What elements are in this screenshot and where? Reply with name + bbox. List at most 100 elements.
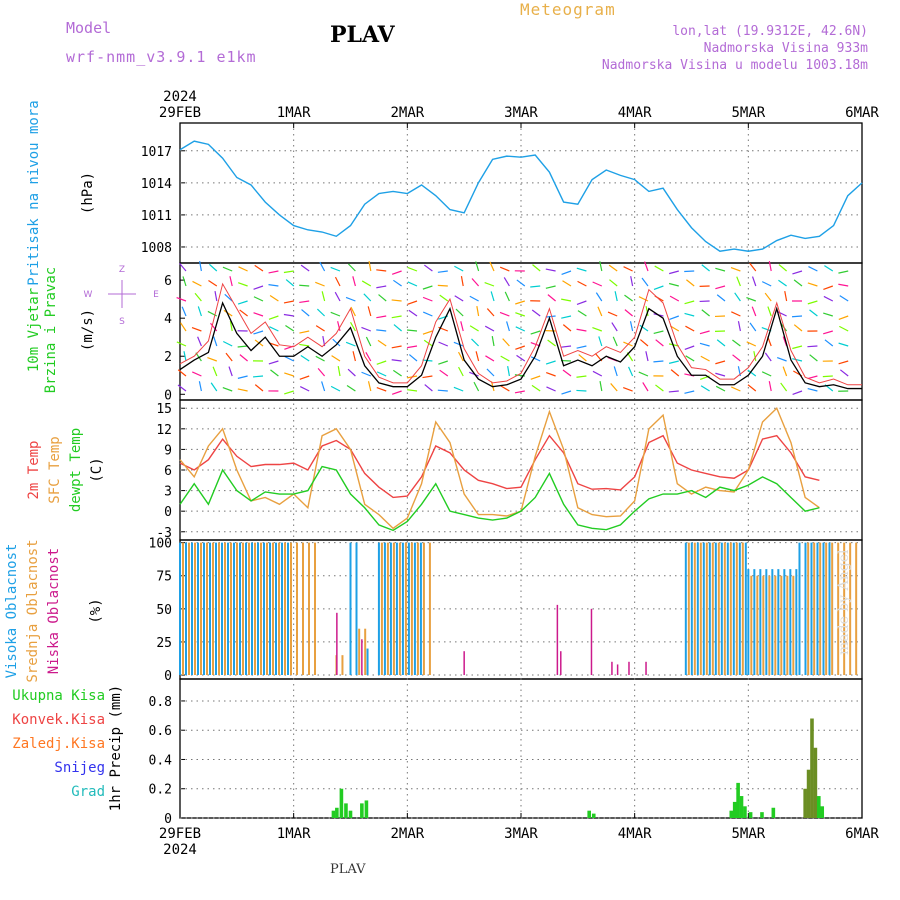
y-tick-label: 0 [164,669,172,684]
wind-arrow [439,369,449,377]
wind-speed-line [179,301,862,390]
wind-arrow [422,330,433,335]
wind-arrow [176,296,187,302]
wind-arrow [576,375,587,378]
wind-arrow [315,325,325,332]
y-tick-label: 0.6 [149,724,172,739]
wind-arrow [751,306,757,317]
wind-arrow [438,360,448,365]
y-tick-label: 1011 [141,209,172,224]
precip-bar [331,810,336,818]
wind-arrow [767,306,772,317]
precip-bar [803,788,807,818]
lonlat-label: lon,lat (19.9312E, 42.6N) [672,24,868,39]
wind-arrow [437,270,448,273]
wind-arrow [778,279,787,287]
wind-arrow [407,389,418,392]
wind-arrow [623,266,633,272]
wind-arrow [332,338,341,347]
wind-arrow [776,357,787,362]
wind-arrow [183,351,187,362]
precip-axis-title: 1hr Precip (mm) [108,685,124,811]
wind-arrow [299,343,310,347]
wind-arrow [268,360,279,365]
wind-max-line [179,282,862,386]
wind-arrow [670,369,680,377]
wind-arrow [229,276,233,287]
x-tick-label-top: 1MAR [277,105,311,121]
wind-arrow [283,313,294,317]
wind-arrow [319,261,326,272]
precip-bar [806,769,811,818]
wind-arrow [545,285,556,289]
wind-arrow [486,368,495,377]
x-tick-label-bottom: 5MAR [731,826,765,842]
wind-arrow [179,262,187,272]
y-tick-label: 0.8 [149,695,172,710]
wind-arrow [407,281,418,287]
wind-arrow [514,390,525,394]
y-tick-label: 50 [156,603,172,618]
wind-arrow [237,375,248,379]
wind-arrow [668,282,679,287]
wind-arrow [746,341,757,347]
wind-arrow [562,324,572,332]
wind-arrow [734,292,741,302]
wind-arrow [780,382,788,392]
wind-arrow [792,270,803,275]
wind-arrow [268,284,279,287]
wind-arrow [210,382,218,392]
wind-arrow [484,325,495,332]
wind-arrow [284,390,294,395]
wind-arrow [376,315,387,319]
precip-bar [335,807,339,818]
wind-arrow [638,371,649,377]
wind-arrow [747,369,757,377]
wind-arrow [736,276,741,287]
wind-arrow [285,325,295,332]
wind-arrow [192,280,202,287]
precip-legend-1: Konvek.Kisa [12,712,105,728]
compass-w: W [84,290,93,300]
y-tick-label: 3 [164,485,172,500]
precip-bar [736,782,740,818]
precip-bar [748,812,753,818]
wind-arrow [730,267,741,272]
wind-arrow [469,295,479,302]
wind-arrow [376,371,387,377]
wind-arrow [597,306,603,317]
panel-frame-pressure [179,122,863,264]
wind-arrow [823,330,833,335]
x-tick-label-bottom: 6MAR [845,826,879,842]
wind-arrow [392,369,402,377]
wind-arrow [199,261,202,272]
x-tick-label-top: 2MAR [390,105,424,121]
wind-arrow [653,285,664,290]
wind-arrow [576,389,587,392]
wind-arrow [180,322,187,332]
wind-arrow [300,264,310,272]
wind-arrow [822,375,833,378]
pressure-unit: (hPa) [80,172,96,214]
wind-arrow [225,352,233,362]
wind-arrow [502,338,510,347]
precip-bar [344,803,348,818]
wind-arrow [438,341,449,347]
cloud-axis-title-high: Visoka Oblacnost [4,544,20,679]
wind-arrow [253,285,264,290]
wind-arrow [182,276,187,287]
wind-axis-title-2: Brzina i Pravac [43,267,59,393]
wind-arrow [337,321,341,332]
wind-arrow [792,358,803,362]
wind-arrow [793,324,803,332]
wind-arrow [345,296,356,302]
x-tick-label-top: 6MAR [845,105,879,121]
wind-arrow [807,282,818,287]
wind-arrow [393,279,402,287]
wind-arrow [316,308,326,317]
wind-arrow [530,375,541,380]
wind-arrow [181,306,187,317]
wind-arrow [515,326,526,332]
wind-arrow [423,339,433,347]
wind-arrow [701,309,710,317]
